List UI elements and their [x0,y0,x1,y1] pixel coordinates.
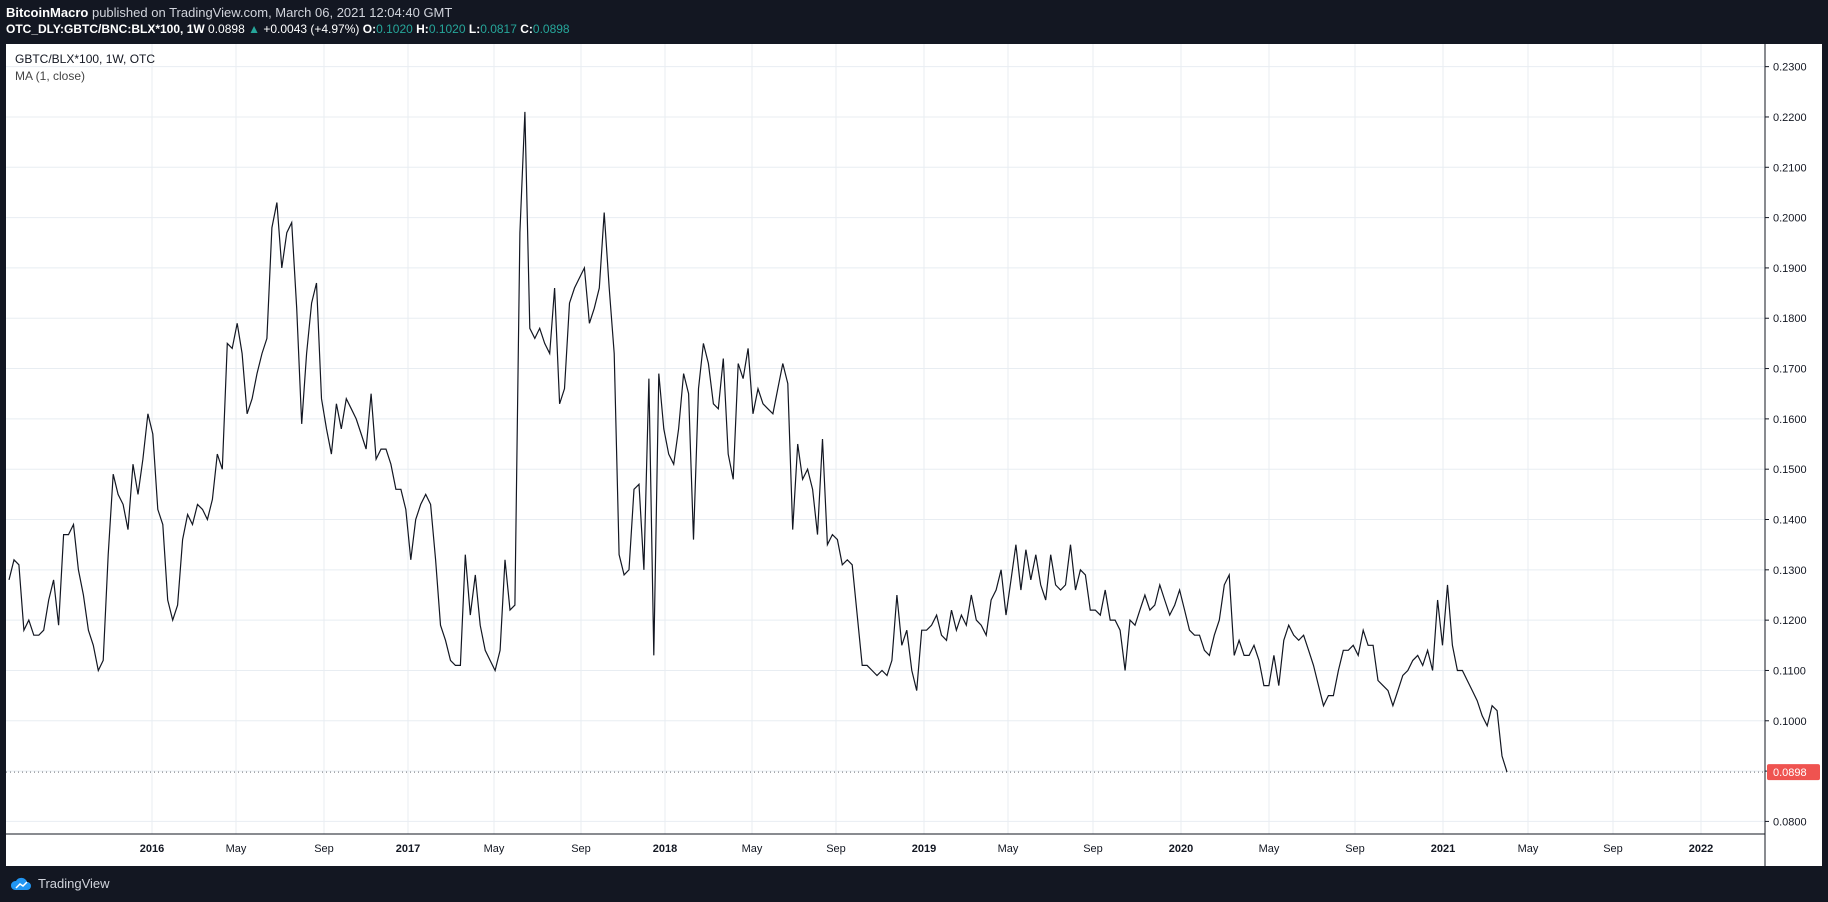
x-tick-label: May [484,843,505,855]
low-value: 0.0817 [480,22,517,36]
y-tick-label: 0.1100 [1773,665,1806,677]
y-tick-label: 0.1500 [1773,464,1807,476]
symbol-label: OTC_DLY:GBTC/BNC:BLX*100, 1W [6,22,205,36]
x-tick-label: 2016 [140,843,164,855]
price-chart[interactable]: 0.08000.09000.10000.11000.12000.13000.14… [6,44,1822,866]
y-tick-label: 0.2100 [1773,162,1807,174]
y-tick-label: 0.1200 [1773,615,1807,627]
series-layer [6,111,1765,773]
x-tick-label: 2017 [396,843,420,855]
x-tick-label: 2019 [912,843,936,855]
x-tick-label: May [1259,843,1280,855]
y-tick-label: 0.1300 [1773,565,1807,577]
x-tick-label: Sep [314,843,334,855]
last-value-badge [1767,764,1820,781]
axes [6,44,1769,866]
legend-indicator: MA (1, close) [15,69,86,83]
last-price: 0.0898 [208,22,245,36]
high-label: H: [416,22,429,36]
author-name[interactable]: BitcoinMacro [6,5,89,20]
open-value: 0.1020 [376,22,413,36]
y-tick-label: 0.2200 [1773,112,1807,124]
publish-header: BitcoinMacro published on TradingView.co… [0,0,1828,44]
x-tick-label: Sep [1083,843,1103,855]
symbol-ohlc-line: OTC_DLY:GBTC/BNC:BLX*100, 1W 0.0898 ▲ +0… [6,22,570,36]
x-tick-label: May [998,843,1019,855]
grid-lines [6,44,1765,834]
x-tick-label: 2020 [1169,843,1193,855]
footer-bar: TradingView [0,866,1828,902]
tradingview-logo[interactable]: TradingView [10,876,110,891]
y-tick-label: 0.1900 [1773,263,1807,275]
x-tick-label: 2018 [653,843,677,855]
cloud-icon [10,877,31,890]
x-tick-label: Sep [1345,843,1365,855]
y-tick-label: 0.2300 [1773,62,1807,74]
x-tick-label: May [1518,843,1539,855]
close-label: C: [520,22,533,36]
legend-title: GBTC/BLX*100, 1W, OTC [15,52,156,66]
y-tick-label: 0.0800 [1773,816,1807,828]
brand-label: TradingView [38,876,110,891]
y-tick-label: 0.1700 [1773,364,1807,376]
x-tick-label: Sep [826,843,846,855]
x-tick-label: Sep [1603,843,1623,855]
low-label: L: [468,22,481,36]
chart-legend: GBTC/BLX*100, 1W, OTC MA (1, close) [15,52,155,83]
x-tick-label: Sep [571,843,591,855]
chart-area[interactable]: 0.08000.09000.10000.11000.12000.13000.14… [6,44,1822,866]
y-tick-label: 0.1400 [1773,515,1807,527]
x-tick-label: 2022 [1689,843,1713,855]
high-value: 0.1020 [428,22,466,36]
price-change: +0.0043 (+4.97%) [263,22,360,36]
last-value-label: 0.0898 [1773,767,1807,779]
y-tick-label: 0.1000 [1773,716,1807,728]
ma-series-line [8,111,1508,773]
up-arrow-icon: ▲ [248,22,260,36]
x-tick-label: 2021 [1431,843,1455,855]
y-tick-label: 0.1600 [1773,414,1807,426]
open-label: O: [362,22,377,36]
y-tick-label: 0.1800 [1773,313,1807,325]
published-text: published on TradingView.com, March 06, … [91,5,453,20]
y-tick-label: 0.2000 [1773,213,1807,225]
tick-labels: 0.08000.09000.10000.11000.12000.13000.14… [140,62,1820,855]
x-tick-label: May [226,843,247,855]
close-value: 0.0898 [532,22,570,36]
publish-info: BitcoinMacro published on TradingView.co… [6,5,452,20]
x-tick-label: May [742,843,763,855]
